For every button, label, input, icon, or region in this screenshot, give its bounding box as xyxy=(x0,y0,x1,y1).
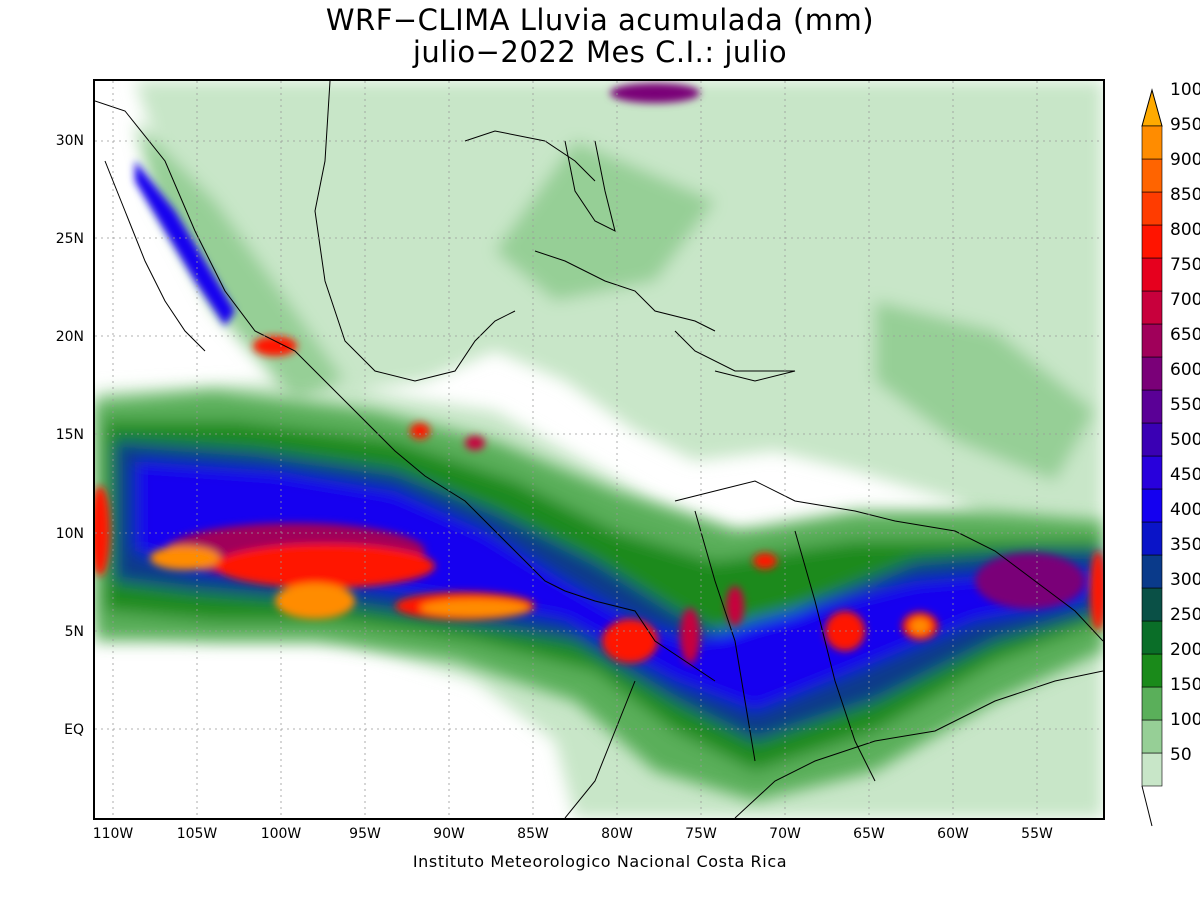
colorbar-label-550: 550 xyxy=(1170,395,1200,415)
colorbar-label-250: 250 xyxy=(1170,605,1200,625)
colorbar-label-400: 400 xyxy=(1170,500,1200,520)
colorbar-label-950: 950 xyxy=(1170,115,1200,135)
colorbar-label-500: 500 xyxy=(1170,430,1200,450)
lon-label-110w: 110W xyxy=(92,826,134,842)
colorbar-box-450 xyxy=(1141,488,1163,523)
colorbar-box-900 xyxy=(1141,191,1163,226)
map-title: WRF−CLIMA Lluvia acumulada (mm) xyxy=(325,3,875,37)
graticule xyxy=(95,81,1103,818)
colorbar-box-600 xyxy=(1141,389,1163,424)
lat-label-30n: 30N xyxy=(55,133,84,149)
lon-label-100w: 100W xyxy=(260,826,302,842)
colorbar-box-800 xyxy=(1141,257,1163,292)
colorbar-label-300: 300 xyxy=(1170,570,1200,590)
colorbar-box-100 xyxy=(1141,719,1163,754)
colorbar xyxy=(1141,88,1163,827)
lat-label-5n: 5N xyxy=(64,624,84,640)
colorbar-label-750: 750 xyxy=(1170,255,1200,275)
colorbar-box-250 xyxy=(1141,620,1163,655)
colorbar-label-900: 900 xyxy=(1170,150,1200,170)
colorbar-label-800: 800 xyxy=(1170,220,1200,240)
colorbar-label-350: 350 xyxy=(1170,535,1200,555)
rainfall-field-itcz xyxy=(95,391,1103,801)
colorbar-box-300 xyxy=(1141,587,1163,622)
lon-label-55w: 55W xyxy=(1021,826,1053,842)
colorbar-over-arrow xyxy=(1141,88,1163,127)
lat-label-20n: 20N xyxy=(55,329,84,345)
colorbar-under-arrow xyxy=(1141,785,1153,827)
colorbar-box-850 xyxy=(1141,224,1163,259)
lat-label-15n: 15N xyxy=(55,427,84,443)
colorbar-box-700 xyxy=(1141,323,1163,358)
colorbar-box-750 xyxy=(1141,290,1163,325)
colorbar-label-700: 700 xyxy=(1170,290,1200,310)
colorbar-label-1000: 1000 xyxy=(1170,80,1200,100)
colorbar-label-200: 200 xyxy=(1170,640,1200,660)
lat-label-25n: 25N xyxy=(55,231,84,247)
lon-label-95w: 95W xyxy=(349,826,381,842)
colorbar-box-350 xyxy=(1141,554,1163,589)
map-subtitle: julio−2022 Mes C.I.: julio xyxy=(412,35,788,69)
colorbar-label-100: 100 xyxy=(1170,710,1200,730)
lon-label-60w: 60W xyxy=(937,826,969,842)
colorbar-label-600: 600 xyxy=(1170,360,1200,380)
colorbar-box-500 xyxy=(1141,455,1163,490)
rainfall-field-max xyxy=(95,83,1103,664)
lon-label-75w: 75W xyxy=(685,826,717,842)
lon-label-85w: 85W xyxy=(517,826,549,842)
colorbar-box-550 xyxy=(1141,422,1163,457)
colorbar-box-650 xyxy=(1141,356,1163,391)
colorbar-box-950 xyxy=(1141,158,1163,193)
colorbar-box-150 xyxy=(1141,686,1163,721)
colorbar-label-850: 850 xyxy=(1170,185,1200,205)
colorbar-label-150: 150 xyxy=(1170,675,1200,695)
lon-label-105w: 105W xyxy=(176,826,218,842)
colorbar-box-50 xyxy=(1141,752,1163,787)
rainfall-map xyxy=(95,81,1103,818)
map-frame xyxy=(93,79,1105,820)
lat-label-eq: EQ xyxy=(64,722,84,738)
colorbar-box-200 xyxy=(1141,653,1163,688)
lon-label-65w: 65W xyxy=(853,826,885,842)
coastlines xyxy=(95,81,1103,818)
lon-label-90w: 90W xyxy=(433,826,465,842)
colorbar-label-50: 50 xyxy=(1170,745,1192,765)
lat-label-10n: 10N xyxy=(55,526,84,542)
colorbar-label-450: 450 xyxy=(1170,465,1200,485)
lon-label-70w: 70W xyxy=(769,826,801,842)
colorbar-box-1000 xyxy=(1141,125,1163,160)
lon-label-80w: 80W xyxy=(601,826,633,842)
colorbar-box-400 xyxy=(1141,521,1163,556)
colorbar-label-650: 650 xyxy=(1170,325,1200,345)
credit-text: Instituto Meteorologico Nacional Costa R… xyxy=(412,852,788,871)
